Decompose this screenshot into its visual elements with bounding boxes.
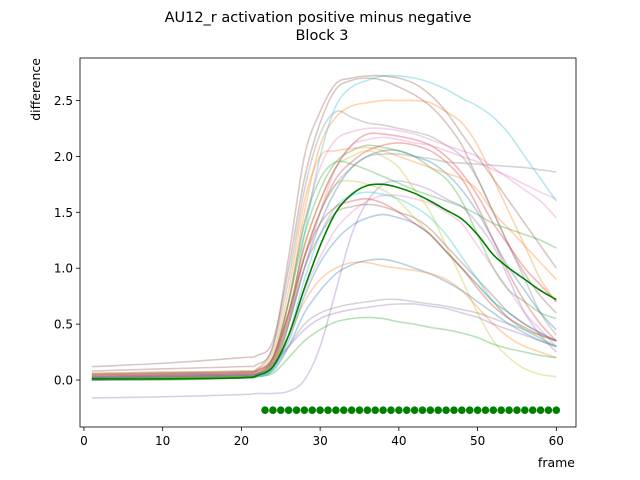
significance-dot	[505, 406, 513, 415]
x-tick-label: 60	[549, 434, 564, 448]
significance-dot	[450, 406, 458, 415]
individual-series-line-20	[91, 191, 557, 381]
individual-series-line-17	[91, 127, 557, 378]
individual-series-line-2	[91, 99, 557, 376]
significance-dot	[300, 406, 309, 415]
chart-title: AU12_r activation positive minus negativ…	[165, 10, 472, 26]
significance-dot	[347, 406, 356, 415]
series-layer	[91, 74, 557, 399]
individual-series-line-16	[91, 203, 557, 379]
significance-dot	[332, 406, 340, 415]
individual-series-line-21	[91, 213, 557, 378]
individual-series-line-10	[91, 74, 557, 380]
individual-series-line-13	[91, 316, 557, 381]
individual-series-line-6	[91, 77, 557, 368]
significance-dot	[552, 406, 561, 415]
individual-series-line-11	[91, 258, 557, 381]
significance-dot	[284, 406, 293, 415]
significance-dot	[324, 406, 332, 415]
significance-dot	[371, 406, 380, 415]
x-tick-label: 0	[80, 434, 88, 448]
individual-series-line-8	[91, 110, 557, 375]
y-tick-label: 2.0	[54, 150, 73, 164]
significance-dot	[536, 406, 545, 415]
significance-dot	[473, 406, 482, 415]
significance-dot	[261, 406, 269, 415]
individual-series-line-19	[91, 179, 557, 380]
y-tick-label: 1.0	[54, 262, 73, 276]
x-tick-label: 20	[234, 434, 249, 448]
significance-dot	[355, 406, 364, 415]
y-tick-label: 2.5	[54, 94, 73, 108]
significance-dot	[379, 406, 387, 415]
significance-dot	[410, 406, 419, 415]
significance-dot	[395, 406, 403, 415]
significance-dot	[269, 406, 277, 415]
plot-frame	[79, 57, 577, 428]
significance-dot	[489, 406, 498, 415]
significance-dot	[276, 406, 285, 415]
individual-series-line-4	[91, 142, 557, 378]
significance-dot	[521, 406, 529, 415]
y-tick-label: 0.0	[54, 374, 73, 388]
significance-dot	[458, 406, 466, 415]
significance-dot	[544, 406, 553, 415]
individual-series-line-12	[91, 261, 557, 377]
x-tick-label: 30	[312, 434, 327, 448]
individual-series-line-23	[91, 160, 557, 379]
significance-dot	[402, 406, 411, 415]
significance-markers	[261, 406, 561, 415]
significance-dot	[465, 406, 474, 415]
significance-dot	[363, 406, 372, 415]
y-tick-label: 0.5	[54, 318, 73, 332]
individual-series-line-25	[91, 74, 557, 372]
x-tick-label: 40	[391, 434, 406, 448]
significance-dot	[426, 406, 435, 415]
x-tick-label: 10	[155, 434, 170, 448]
significance-dot	[497, 406, 506, 415]
mean-series-line	[91, 183, 557, 380]
significance-dot	[292, 406, 301, 415]
individual-series-line-14	[91, 132, 557, 380]
individual-series-line-15	[91, 302, 557, 376]
significance-dot	[308, 406, 317, 415]
x-tick-label: 50	[470, 434, 485, 448]
y-tick-label: 1.5	[54, 206, 73, 220]
chart-subtitle: Block 3	[295, 28, 348, 44]
significance-dot	[481, 406, 490, 415]
significance-dot	[434, 406, 443, 415]
x-axis: 0 10 20 30 40 50 60	[80, 427, 564, 448]
individual-series-line-3	[91, 144, 557, 382]
individual-series-line-22	[91, 146, 557, 375]
y-axis: 0.0 0.5 1.0 1.5 2.0 2.5	[54, 94, 80, 388]
significance-dot	[316, 406, 324, 415]
individual-series-line-18	[91, 298, 557, 379]
individual-series-line-27	[91, 153, 557, 376]
significance-dot	[339, 406, 348, 415]
individual-series-line-1	[91, 149, 557, 379]
significance-dot	[442, 406, 450, 415]
significance-dot	[528, 406, 537, 415]
significance-dot	[513, 406, 521, 415]
individual-series-line-7	[91, 194, 557, 379]
x-axis-label: frame	[538, 455, 575, 470]
individual-series-line-24	[91, 198, 557, 377]
significance-dot	[418, 406, 427, 415]
y-axis-label: difference	[28, 58, 43, 121]
individual-series-line-9	[91, 150, 557, 381]
significance-dot	[387, 406, 395, 415]
